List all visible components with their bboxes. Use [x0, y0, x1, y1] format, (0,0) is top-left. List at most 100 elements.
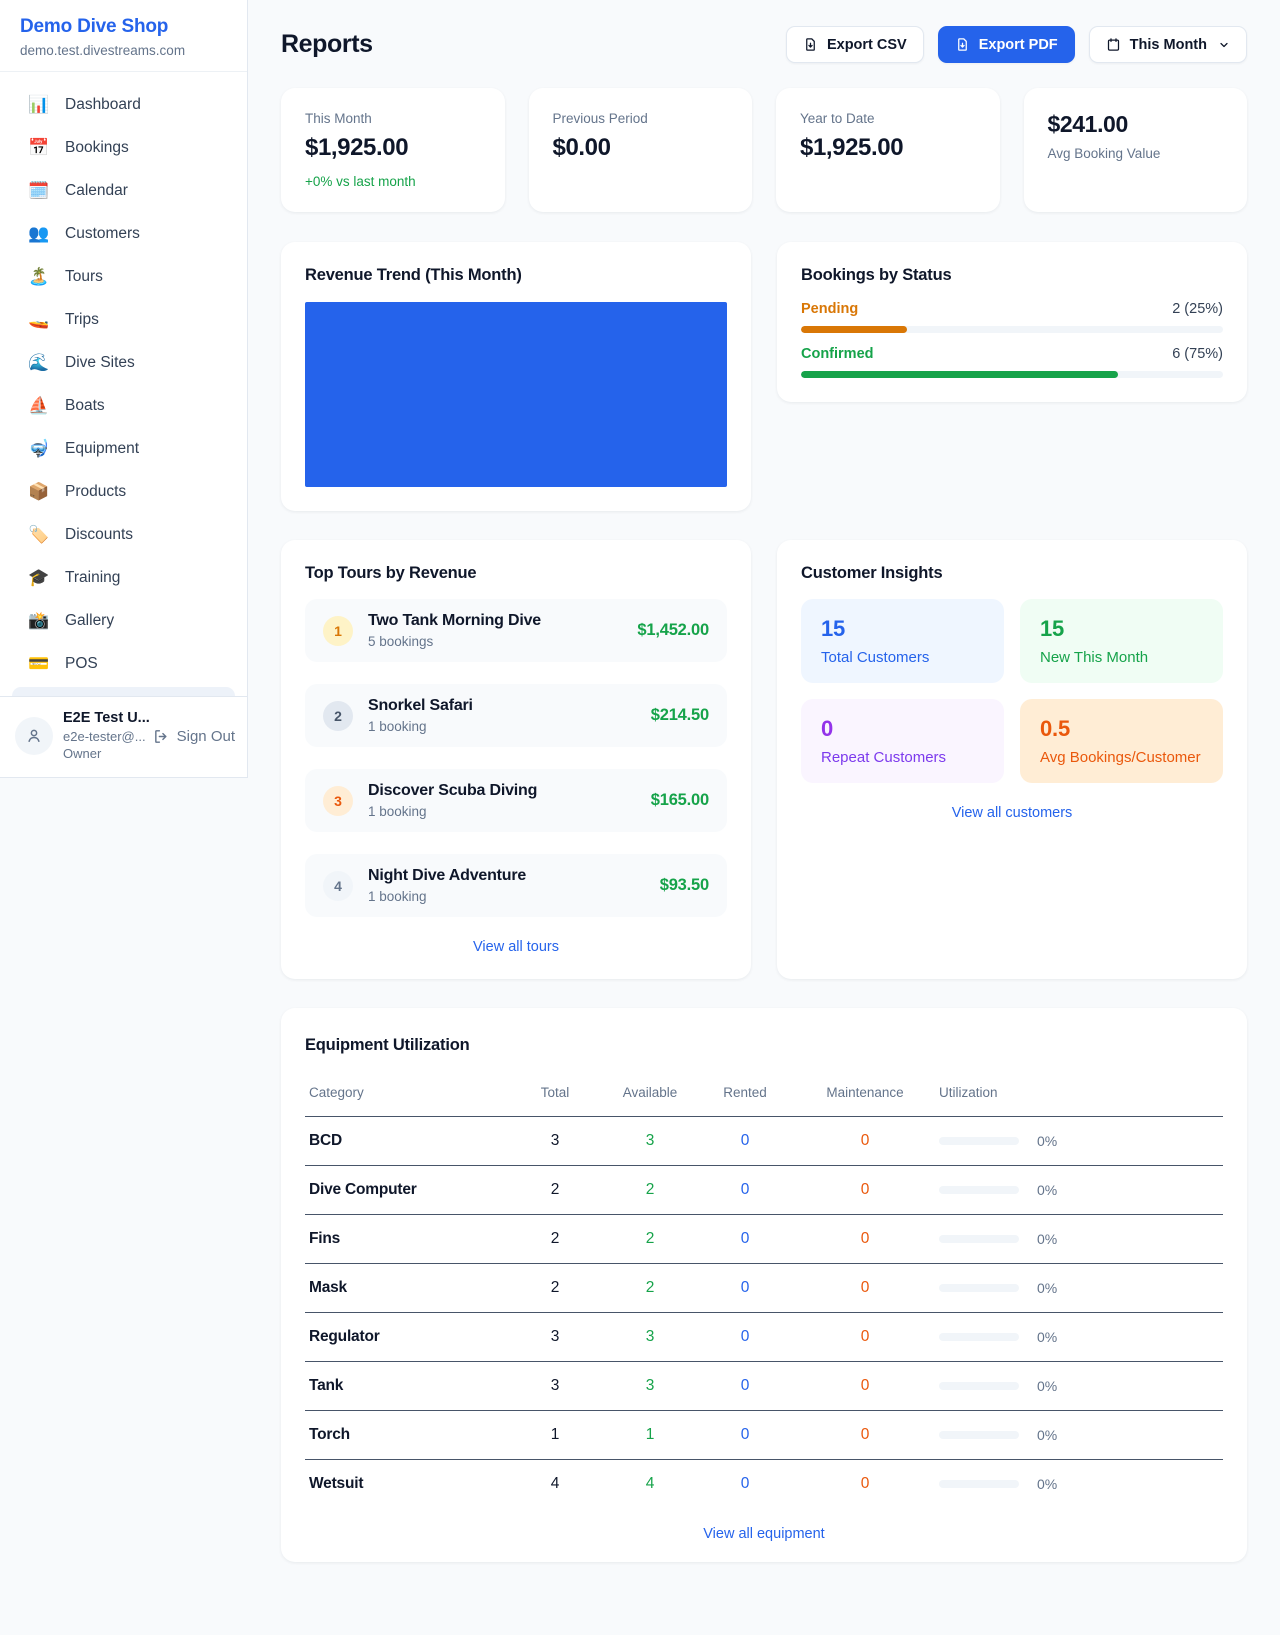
tour-row: 4 Night Dive Adventure 1 booking $93.50 — [305, 854, 727, 917]
tour-bookings: 5 bookings — [368, 634, 434, 649]
rank-badge: 4 — [323, 870, 353, 901]
table-row: Torch 1 1 0 0 0% — [305, 1410, 1223, 1460]
utilization-bar — [939, 1137, 1019, 1145]
cell-category: Fins — [305, 1214, 505, 1264]
view-all-equipment-link[interactable]: View all equipment — [703, 1526, 825, 1542]
sidebar-item-calendar[interactable]: 🗓️ Calendar — [0, 169, 247, 212]
insight-tile-repeat-customers: 0 Repeat Customers — [801, 699, 1004, 783]
bar-chart-icon: 📊 — [28, 95, 50, 114]
cell-available: 3 — [605, 1116, 695, 1166]
equipment-table: Category Total Available Rented Maintena… — [305, 1075, 1223, 1508]
sidebar-item-label: Dive Sites — [65, 354, 135, 371]
shop-domain: demo.test.divestreams.com — [20, 43, 186, 58]
bookings-by-status-title: Bookings by Status — [801, 266, 952, 284]
column-header-maintenance: Maintenance — [795, 1075, 935, 1117]
cell-available: 3 — [605, 1312, 695, 1362]
sidebar-item-label: Trips — [65, 311, 99, 328]
utilization-bar — [939, 1284, 1019, 1292]
insight-label: New This Month — [1040, 649, 1149, 666]
customer-insights-card: Customer Insights 15 Total Customers 15 … — [777, 540, 1247, 979]
sidebar-item-discounts[interactable]: 🏷️ Discounts — [0, 513, 247, 556]
cell-rented: 0 — [740, 1475, 750, 1492]
cell-available: 4 — [645, 1475, 655, 1492]
sidebar-item-dashboard[interactable]: 📊 Dashboard — [0, 83, 247, 126]
status-progress-track — [801, 371, 1223, 378]
sidebar-item-training[interactable]: 🎓 Training — [0, 556, 247, 599]
tour-revenue: $1,452.00 — [637, 621, 709, 639]
insight-tile-avg-bookings: 0.5 Avg Bookings/Customer — [1020, 699, 1223, 783]
utilization-percent: 0% — [1037, 1280, 1058, 1296]
avatar — [15, 717, 53, 755]
cell-category: Tank — [305, 1361, 505, 1411]
tour-text: Snorkel Safari 1 booking — [368, 697, 473, 734]
top-tours-card: Top Tours by Revenue 1 Two Tank Morning … — [281, 540, 751, 979]
cell-total: 3 — [505, 1361, 605, 1411]
stat-card-previous-period: Previous Period $0.00 — [528, 88, 752, 212]
sign-out-button[interactable]: Sign Out — [153, 728, 235, 745]
user-email: e2e-tester@... — [63, 729, 146, 744]
table-row: Regulator 3 3 0 0 0% — [305, 1312, 1223, 1362]
period-dropdown[interactable]: This Month — [1088, 26, 1247, 63]
sidebar-item-label: POS — [65, 655, 98, 672]
utilization-bar — [939, 1382, 1019, 1390]
view-all-customers-link[interactable]: View all customers — [951, 805, 1073, 821]
utilization-percent: 0% — [1037, 1427, 1058, 1443]
cell-utilization: 0% — [935, 1165, 1223, 1215]
utilization-bar — [939, 1431, 1019, 1439]
insight-tile-total-customers: 15 Total Customers — [801, 599, 1004, 683]
sidebar-item-customers[interactable]: 👥 Customers — [0, 212, 247, 255]
tour-revenue: $214.50 — [650, 706, 709, 724]
cell-maintenance: 0 — [795, 1263, 935, 1313]
tour-text: Two Tank Morning Dive 5 bookings — [368, 612, 541, 649]
sidebar-item-reports-partial[interactable] — [12, 687, 235, 696]
cell-rented: 0 — [695, 1312, 795, 1362]
export-csv-button[interactable]: Export CSV — [785, 26, 924, 63]
user-info: E2E Test U... e2e-tester@... Owner — [63, 710, 150, 762]
sidebar-item-tours[interactable]: 🏝️ Tours — [0, 255, 247, 298]
sidebar-item-label: Equipment — [65, 440, 140, 457]
header-actions: Export CSV Export PDF This Month — [785, 26, 1247, 63]
sidebar-nav: 📊 Dashboard 📅 Bookings 🗓️ Calendar 👥 Cus… — [0, 72, 247, 696]
insight-label: Repeat Customers — [821, 749, 947, 766]
sidebar-item-equipment[interactable]: 🤿 Equipment — [0, 427, 247, 470]
insight-label: Avg Bookings/Customer — [1040, 749, 1201, 766]
revenue-trend-card: Revenue Trend (This Month) — [281, 242, 751, 511]
cell-category: Dive Computer — [305, 1165, 505, 1215]
cell-category: Mask — [305, 1263, 505, 1313]
cell-utilization: 0% — [935, 1312, 1223, 1362]
utilization-percent: 0% — [1037, 1329, 1058, 1345]
spiral-calendar-icon: 🗓️ — [28, 181, 50, 200]
sidebar-item-bookings[interactable]: 📅 Bookings — [0, 126, 247, 169]
cell-available: 2 — [605, 1214, 695, 1264]
sidebar-item-products[interactable]: 📦 Products — [0, 470, 247, 513]
tour-name: Two Tank Morning Dive — [368, 612, 541, 629]
sidebar: Demo Dive Shop demo.test.divestreams.com… — [0, 0, 248, 778]
camera-icon: 📸 — [28, 611, 50, 630]
column-header-available: Available — [605, 1075, 695, 1117]
sidebar-item-boats[interactable]: ⛵ Boats — [0, 384, 247, 427]
sidebar-item-dive-sites[interactable]: 🌊 Dive Sites — [0, 341, 247, 384]
insight-value: 15 — [821, 616, 846, 641]
cell-total: 1 — [505, 1410, 605, 1460]
export-pdf-button[interactable]: Export PDF — [937, 26, 1075, 63]
cell-rented: 0 — [695, 1410, 795, 1460]
people-icon: 👥 — [28, 224, 50, 243]
sidebar-item-pos[interactable]: 💳 POS — [0, 642, 247, 685]
sidebar-item-gallery[interactable]: 📸 Gallery — [0, 599, 247, 642]
table-header-row: Category Total Available Rented Maintena… — [305, 1075, 1223, 1117]
column-header-utilization: Utilization — [935, 1075, 1223, 1117]
top-tours-title: Top Tours by Revenue — [305, 564, 477, 582]
cell-total: 2 — [505, 1263, 605, 1313]
sidebar-item-trips[interactable]: 🚤 Trips — [0, 298, 247, 341]
stat-value: $0.00 — [552, 134, 611, 161]
utilization-percent: 0% — [1037, 1476, 1058, 1492]
sidebar-item-label: Dashboard — [65, 96, 141, 113]
shop-header: Demo Dive Shop demo.test.divestreams.com — [0, 0, 247, 72]
tour-bookings: 1 booking — [368, 804, 427, 819]
tour-name: Night Dive Adventure — [368, 867, 527, 884]
stat-value: $1,925.00 — [305, 134, 409, 161]
cell-rented: 0 — [695, 1214, 795, 1264]
page-header: Reports Export CSV Export PDF — [281, 26, 1247, 63]
cell-category: Regulator — [305, 1312, 505, 1362]
view-all-tours-link[interactable]: View all tours — [473, 939, 559, 955]
